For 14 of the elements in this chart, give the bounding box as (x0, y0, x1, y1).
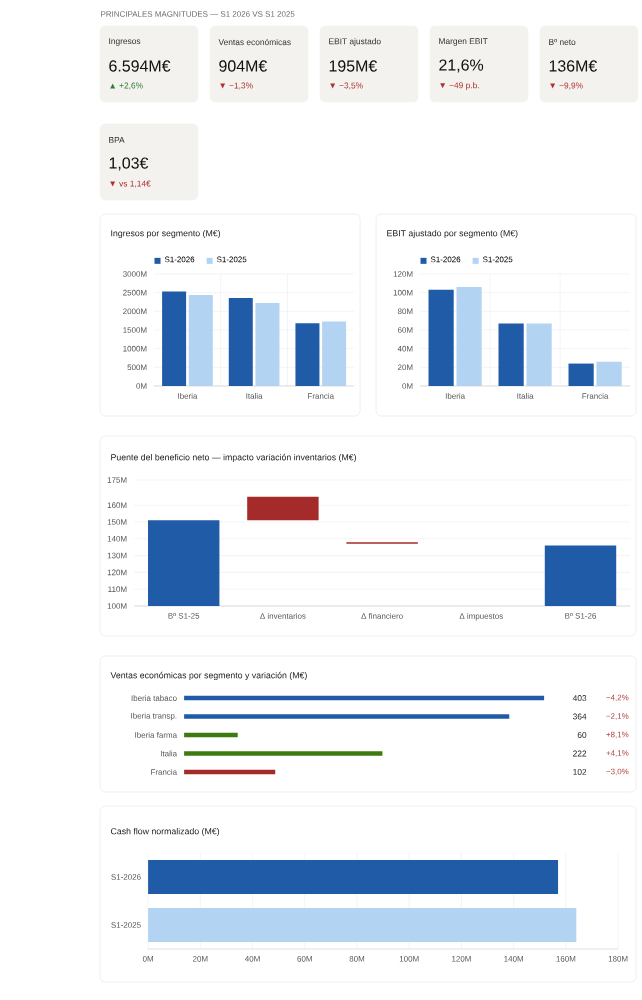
bar (184, 714, 510, 719)
bar (596, 361, 622, 386)
bar (255, 303, 280, 386)
bar (228, 297, 253, 386)
bar (184, 751, 383, 756)
bar (526, 323, 552, 386)
bar (498, 323, 524, 386)
bar (568, 363, 594, 386)
bar (428, 289, 454, 386)
bar (162, 291, 187, 386)
bar (295, 323, 320, 386)
bar (456, 287, 482, 386)
bar (322, 321, 347, 386)
bar (188, 294, 213, 386)
